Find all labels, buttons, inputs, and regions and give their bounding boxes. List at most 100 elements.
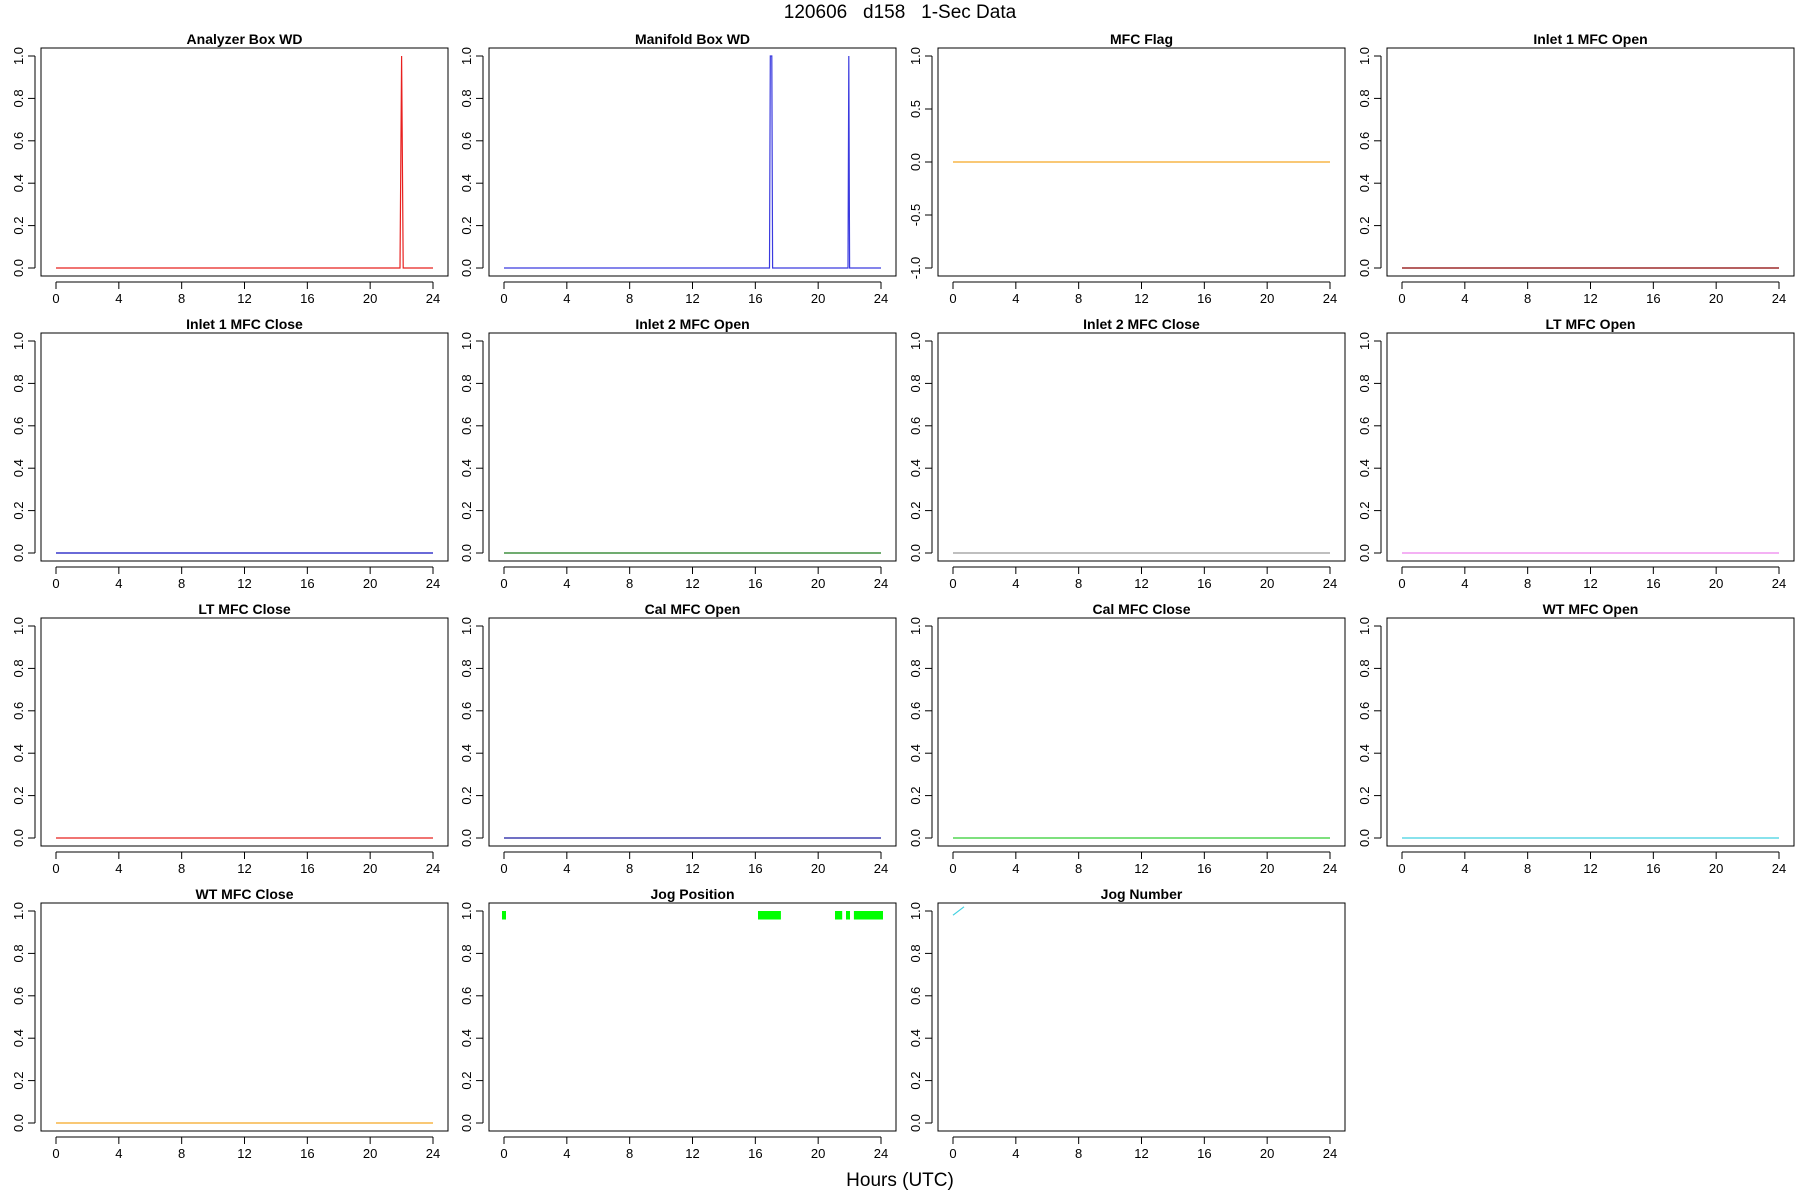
x-tick-label: 4 <box>1012 1146 1019 1161</box>
x-tick-label: 16 <box>1197 576 1211 591</box>
y-tick-label: 0.0 <box>1357 829 1372 847</box>
plot-frame <box>937 47 1346 277</box>
x-tick-label: 12 <box>685 861 699 876</box>
x-tick-label: 12 <box>237 576 251 591</box>
chart-title: WT MFC Close <box>196 886 294 902</box>
chart-title: Manifold Box WD <box>635 31 750 47</box>
chart-title: Inlet 1 MFC Open <box>1533 31 1647 47</box>
x-tick-label: 4 <box>1461 291 1468 306</box>
series-line <box>56 55 433 269</box>
y-tick-label: 0.2 <box>11 502 26 520</box>
x-tick-label: 20 <box>1260 291 1274 306</box>
series-line <box>952 906 965 916</box>
plot-frame <box>1386 617 1795 847</box>
plot-frame <box>488 47 897 277</box>
x-tick-label: 16 <box>300 291 314 306</box>
chart-panel: Inlet 1 MFC Open 0 4 8 12 16 20 24 0.0 0.2 0.4 0.6 0… <box>1357 31 1795 306</box>
x-tick-label: 0 <box>500 1146 507 1161</box>
y-tick-label: 1.0 <box>459 332 474 350</box>
x-tick-label: 20 <box>363 1146 377 1161</box>
y-tick-label: 1.0 <box>459 47 474 65</box>
x-tick-label: 24 <box>1772 576 1786 591</box>
x-tick-label: 12 <box>685 1146 699 1161</box>
x-tick-label: 16 <box>1646 291 1660 306</box>
x-tick-label: 8 <box>1524 576 1531 591</box>
x-tick-label: 4 <box>563 576 570 591</box>
x-tick-label: 24 <box>1323 576 1337 591</box>
y-tick-label: -0.5 <box>908 204 923 226</box>
x-tick-label: 12 <box>237 861 251 876</box>
chart-panel: WT MFC Close 0 4 8 12 16 20 24 0.0 0.2 0.4 0.6 0.8 1.… <box>11 886 449 1161</box>
x-tick-label: 24 <box>426 576 440 591</box>
y-tick-label: 0.8 <box>11 659 26 677</box>
y-tick-label: 0.2 <box>459 217 474 235</box>
y-tick-label: 0.8 <box>1357 374 1372 392</box>
y-tick-label: 0.6 <box>459 987 474 1005</box>
plot-frame <box>40 902 449 1132</box>
y-tick-label: 0.2 <box>11 1072 26 1090</box>
x-tick-label: 24 <box>1772 291 1786 306</box>
chart-panel: Manifold Box WD 0 4 8 12 16 20 24 0.0 0.2 0.4 0.6 0.… <box>459 31 897 306</box>
y-tick-label: 0.2 <box>11 217 26 235</box>
chart-panel: Jog Number 0 4 8 12 16 20 24 0.0 0.2 0.4 0.6 0.8 1.0 <box>908 886 1346 1161</box>
y-tick-label: 0.5 <box>908 100 923 118</box>
y-tick-label: 0.4 <box>11 1029 26 1047</box>
x-tick-label: 0 <box>500 576 507 591</box>
y-tick-label: 0.0 <box>1357 544 1372 562</box>
chart-title: Inlet 2 MFC Close <box>1083 316 1200 332</box>
y-tick-label: 0.6 <box>908 702 923 720</box>
chart-panel: Inlet 2 MFC Close 0 4 8 12 16 20 24 0.0 0.2 0.4 0.6… <box>908 316 1346 591</box>
x-tick-label: 16 <box>1646 861 1660 876</box>
x-tick-label: 12 <box>237 1146 251 1161</box>
y-tick-label: 0.4 <box>1357 744 1372 762</box>
y-tick-label: 0.0 <box>11 544 26 562</box>
x-tick-label: 20 <box>811 576 825 591</box>
x-tick-label: 20 <box>1260 861 1274 876</box>
y-tick-label: 0.6 <box>459 702 474 720</box>
x-tick-label: 0 <box>1398 291 1405 306</box>
y-tick-label: 0.0 <box>908 544 923 562</box>
y-tick-label: 0.2 <box>1357 502 1372 520</box>
chart-panel: Cal MFC Open 0 4 8 12 16 20 24 0.0 0.2 0.4 0.6 0.8 1.… <box>459 601 897 876</box>
y-tick-label: 1.0 <box>11 902 26 920</box>
chart-panel: WT MFC Open 0 4 8 12 16 20 24 0.0 0.2 0.4 0.6 0.8 1.0 <box>1357 601 1795 876</box>
y-tick-label: 0.6 <box>11 132 26 150</box>
x-tick-label: 16 <box>748 861 762 876</box>
x-tick-label: 24 <box>1323 1146 1337 1161</box>
x-tick-label: 8 <box>1524 861 1531 876</box>
x-tick-label: 4 <box>115 861 122 876</box>
x-tick-label: 8 <box>1075 861 1082 876</box>
x-tick-label: 20 <box>811 291 825 306</box>
y-tick-label: 0.6 <box>1357 132 1372 150</box>
y-tick-label: 0.6 <box>11 702 26 720</box>
x-tick-label: 20 <box>1709 861 1723 876</box>
x-tick-label: 0 <box>500 291 507 306</box>
plot-frame <box>40 332 449 562</box>
y-tick-label: 0.4 <box>459 1029 474 1047</box>
x-tick-label: 8 <box>178 576 185 591</box>
plot-frame <box>1386 47 1795 277</box>
x-tick-label: 24 <box>874 576 888 591</box>
x-tick-label: 20 <box>363 291 377 306</box>
x-tick-label: 8 <box>1524 291 1531 306</box>
y-tick-label: 0.2 <box>459 502 474 520</box>
chart-title: WT MFC Open <box>1543 601 1639 617</box>
x-tick-label: 12 <box>1134 1146 1148 1161</box>
chart-panel: Inlet 2 MFC Open 0 4 8 12 16 20 24 0.0 0.2 0.4 0.6 0… <box>459 316 897 591</box>
x-tick-label: 0 <box>949 291 956 306</box>
x-tick-label: 0 <box>949 576 956 591</box>
x-tick-label: 16 <box>300 576 314 591</box>
plot-frame <box>488 332 897 562</box>
y-tick-label: 0.8 <box>1357 659 1372 677</box>
y-tick-label: -1.0 <box>908 257 923 279</box>
y-tick-label: 0.8 <box>11 374 26 392</box>
x-tick-label: 4 <box>115 1146 122 1161</box>
y-tick-label: 1.0 <box>11 617 26 635</box>
x-tick-label: 24 <box>426 861 440 876</box>
page-title: 120606 d158 1-Sec Data <box>783 2 1017 23</box>
y-tick-label: 0.6 <box>11 987 26 1005</box>
chart-panel: Inlet 1 MFC Close 0 4 8 12 16 20 24 0.0 0.2 0.4 0.6… <box>11 316 449 591</box>
y-tick-label: 0.8 <box>1357 89 1372 107</box>
y-tick-label: 0.8 <box>908 944 923 962</box>
